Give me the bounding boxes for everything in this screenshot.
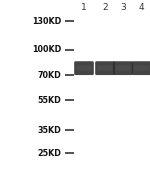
Text: 25KD: 25KD (38, 149, 62, 158)
Text: 130KD: 130KD (32, 17, 62, 26)
Text: 35KD: 35KD (38, 126, 61, 135)
FancyBboxPatch shape (132, 61, 150, 75)
FancyBboxPatch shape (98, 65, 112, 70)
Text: 3: 3 (120, 4, 126, 12)
FancyBboxPatch shape (113, 61, 133, 75)
Text: 100KD: 100KD (32, 45, 62, 54)
FancyBboxPatch shape (116, 65, 130, 70)
FancyBboxPatch shape (76, 65, 92, 70)
FancyBboxPatch shape (134, 65, 149, 70)
FancyBboxPatch shape (74, 61, 94, 75)
Text: 1: 1 (81, 4, 87, 12)
FancyBboxPatch shape (95, 61, 115, 75)
Text: 55KD: 55KD (38, 96, 61, 104)
Text: 2: 2 (102, 4, 108, 12)
Text: 4: 4 (139, 4, 145, 12)
Text: 70KD: 70KD (38, 71, 61, 80)
